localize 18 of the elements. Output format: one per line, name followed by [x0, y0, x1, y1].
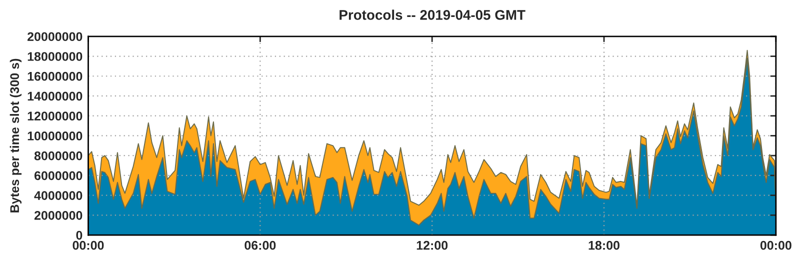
x-tick-label: 00:00 — [760, 240, 792, 250]
y-axis-title: Bytes per time slot (300 s) — [10, 58, 22, 212]
y-tick-label: 18000000 — [28, 52, 82, 61]
chart-title: Protocols -- 2019-04-05 GMT — [340, 10, 526, 20]
y-tick-label: 0 — [76, 230, 82, 240]
x-tick-label: 18:00 — [588, 240, 620, 250]
y-tick-label: 10000000 — [28, 132, 82, 140]
x-tick-label: 06:00 — [244, 240, 276, 250]
y-tick-label: 20000000 — [28, 32, 82, 42]
x-tick-label: 12:00 — [416, 240, 448, 250]
y-tick-label: 14000000 — [28, 92, 82, 101]
y-tick-label: 4000000 — [34, 191, 82, 200]
y-tick-label: 12000000 — [28, 112, 82, 121]
y-tick-label: 16000000 — [28, 72, 82, 81]
x-tick-label: 00:00 — [72, 240, 104, 250]
y-tick-label: 6000000 — [34, 171, 82, 180]
y-tick-label: 2000000 — [34, 210, 82, 220]
y-tick-label: 8000000 — [34, 151, 82, 160]
